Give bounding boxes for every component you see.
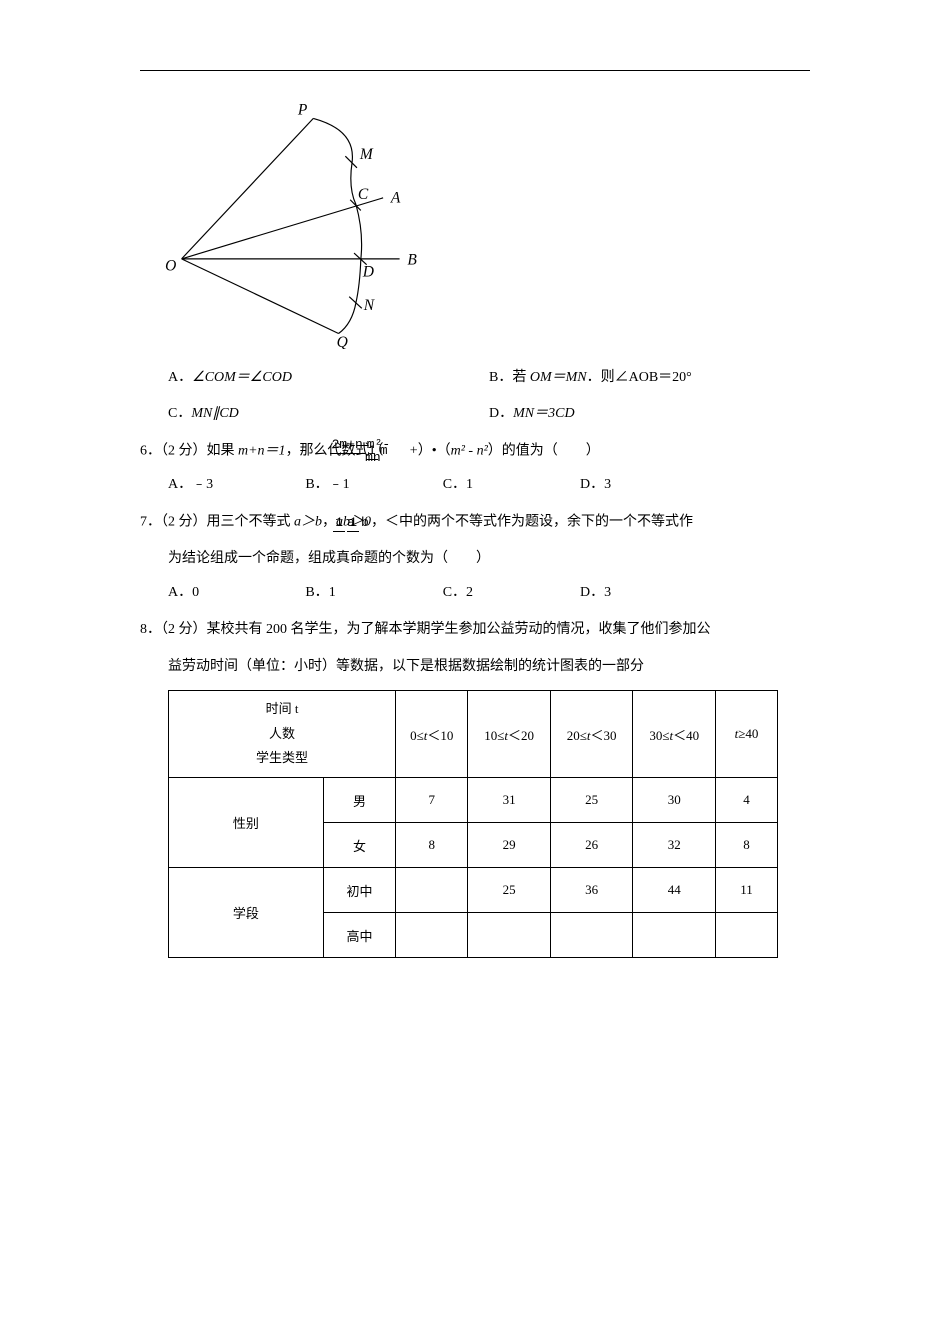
q8-t2: 益劳动时间（单位：小时）等数据，以下是根据数据绘制的统计图表的一部分 (168, 659, 644, 674)
table-row: 性别男73125304 (169, 778, 778, 823)
q8-line2: 益劳动时间（单位：小时）等数据，以下是根据数据绘制的统计图表的一部分 (140, 654, 810, 681)
table-data-cell (716, 913, 778, 958)
q8-points: （2 分） (161, 622, 207, 637)
table-group-cell: 学段 (169, 868, 324, 958)
table-sub-cell: 女 (323, 823, 395, 868)
table-data-cell: 44 (633, 868, 716, 913)
q6-cond: m+n＝1 (238, 444, 286, 459)
svg-text:D: D (362, 263, 374, 280)
table-data-cell: 30 (633, 778, 716, 823)
table-data-cell: 11 (716, 868, 778, 913)
q5-b-suffix: ．则∠AOB＝20° (587, 370, 692, 385)
svg-text:A: A (390, 190, 401, 207)
table-data-cell: 25 (550, 778, 633, 823)
table-data-cell: 8 (716, 823, 778, 868)
q5-option-d: D．MN＝3CD (489, 400, 810, 428)
q7-choice-a: A．0 (168, 579, 305, 607)
q7-num: 7． (140, 515, 161, 530)
q7-choice-b: B．1 (305, 579, 442, 607)
table-data-cell (633, 913, 716, 958)
q6-after: ）•（ (418, 444, 451, 459)
table-row: 学段初中25364411 (169, 868, 778, 913)
table-data-cell: 31 (468, 778, 551, 823)
table-head-col: 10≤t＜20 (468, 691, 551, 778)
q5-c-text: MN∥CD (191, 406, 238, 421)
svg-text:Q: Q (337, 334, 348, 349)
table-head-col: 20≤t＜30 (550, 691, 633, 778)
q6-plus: + (410, 444, 418, 459)
q7-t1: 用三个不等式 (207, 515, 295, 530)
q6-choice-d: D．3 (580, 471, 717, 499)
table-data-cell: 4 (716, 778, 778, 823)
survey-table: 时间 t人数学生类型0≤t＜1010≤t＜2020≤t＜3030≤t＜40t≥4… (168, 690, 778, 958)
table-data-cell: 29 (468, 823, 551, 868)
q6-num: 6． (140, 444, 161, 459)
table-data-cell: 36 (550, 868, 633, 913)
q6-expr: m² - n² (451, 444, 488, 459)
q5-option-c: C．MN∥CD (168, 400, 489, 428)
q8-t1: 某校共有 200 名学生，为了解本学期学生参加公益劳动的情况，收集了他们参加公 (207, 622, 711, 637)
q7-choice-c: C．2 (443, 579, 580, 607)
q6-choice-c: C．1 (443, 471, 580, 499)
q7-t3: 为结论组成一个命题，组成真命题的个数为（ ） (168, 551, 490, 566)
q6-points: （2 分） (161, 444, 207, 459)
q7-points: （2 分） (161, 515, 207, 530)
table-data-cell (396, 868, 468, 913)
table-head-col: 0≤t＜10 (396, 691, 468, 778)
q7-ineq1: a＞b (294, 515, 322, 530)
table-head-stack: 时间 t人数学生类型 (169, 691, 396, 778)
svg-text:P: P (297, 102, 308, 119)
svg-text:N: N (363, 297, 376, 314)
angle-figure: O A B C D P Q M N (158, 99, 810, 354)
table-sub-cell: 高中 (323, 913, 395, 958)
q6: 6．（2 分）如果 m+n＝1，那么代数式（2m+nm²-mn+1m）•（m² … (140, 438, 810, 465)
q6-choices: A．﹣3 B．﹣1 C．1 D．3 (168, 471, 717, 499)
q7-choice-d: D．3 (580, 579, 717, 607)
q5-options-row-2: C．MN∥CD D．MN＝3CD (168, 400, 810, 428)
table-data-cell: 25 (468, 868, 551, 913)
table-data-cell (468, 913, 551, 958)
table-data-cell: 8 (396, 823, 468, 868)
q6-tail: ）的值为（ ） (488, 444, 600, 459)
figure-svg: O A B C D P Q M N (158, 99, 428, 349)
table-head-col: t≥40 (716, 691, 778, 778)
q7: 7．（2 分）用三个不等式 a＞b，ab＞0，1a＜1b中的两个不等式作为题设，… (140, 509, 810, 536)
table-data-cell (550, 913, 633, 958)
svg-text:O: O (165, 258, 176, 275)
q5-option-b: B．若 OM＝MN．则∠AOB＝20° (489, 364, 810, 392)
svg-text:M: M (359, 146, 374, 163)
q5-b-prefix: 若 (512, 370, 530, 385)
svg-text:C: C (358, 186, 369, 203)
table-data-cell: 32 (633, 823, 716, 868)
q7-choices: A．0 B．1 C．2 D．3 (168, 579, 717, 607)
q7-line2: 为结论组成一个命题，组成真命题的个数为（ ） (140, 546, 810, 573)
table-data-cell: 7 (396, 778, 468, 823)
table-data-cell: 26 (550, 823, 633, 868)
page: O A B C D P Q M N A．∠COM＝∠COD B．若 OM＝MN．则∠AOB＝20… (0, 0, 950, 1344)
table-sub-cell: 初中 (323, 868, 395, 913)
table-data-cell (396, 913, 468, 958)
table-head-col: 30≤t＜40 (633, 691, 716, 778)
q6-choice-b: B．﹣1 (305, 471, 442, 499)
q5-options-row-1: A．∠COM＝∠COD B．若 OM＝MN．则∠AOB＝20° (168, 364, 810, 392)
q6-pre: 如果 (207, 444, 239, 459)
q5-b-mid: OM＝MN (530, 370, 587, 385)
top-rule (140, 70, 810, 71)
q5-d-text: MN＝3CD (513, 406, 574, 421)
q5-option-a: A．∠COM＝∠COD (168, 364, 489, 392)
svg-text:B: B (407, 252, 417, 269)
table-sub-cell: 男 (323, 778, 395, 823)
q8-num: 8． (140, 622, 161, 637)
q5-a-text: ∠COM＝∠COD (192, 370, 292, 385)
q6-choice-a: A．﹣3 (168, 471, 305, 499)
q8: 8．（2 分）某校共有 200 名学生，为了解本学期学生参加公益劳动的情况，收集… (140, 617, 810, 644)
q7-t2: 中的两个不等式作为题设，余下的一个不等式作 (399, 515, 693, 530)
table-group-cell: 性别 (169, 778, 324, 868)
